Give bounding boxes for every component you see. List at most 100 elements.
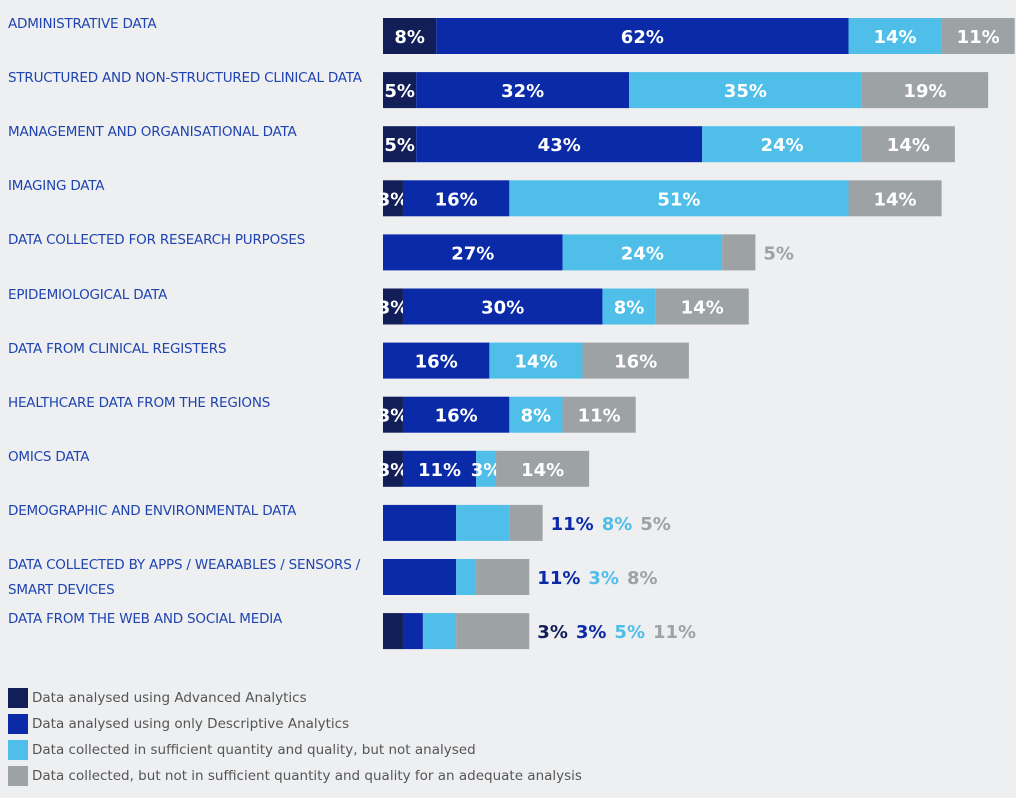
bar-segment [383,450,403,487]
bar-segment [383,18,437,54]
category-label: IMAGING DATA [8,178,105,195]
bar-segment [383,396,403,433]
bar-segment [383,559,457,595]
legend-label: Data analysed using only Descriptive Ana… [32,716,350,732]
value-label: 30% [481,298,524,319]
bar-segment [383,342,490,379]
bar-segment [702,126,862,163]
category-label: DATA FROM CLINICAL REGISTERS [8,340,227,357]
value-label: 24% [621,243,664,264]
value-label: 5% [614,622,645,643]
value-label: 3% [378,460,409,481]
bar-segment [383,234,563,271]
value-label: 11% [551,514,594,535]
bar-segment [489,342,583,379]
bar-segment [456,613,530,650]
value-label: 32% [501,81,544,102]
bar-segment [456,504,510,541]
bar-segment [436,18,849,54]
legend-label: Data collected in sufficient quantity an… [32,742,476,758]
legend-label: Data collected, but not in sufficient qu… [32,768,582,784]
value-label: 3% [471,460,502,481]
bar-segment [383,613,403,650]
bar-segment [402,450,477,487]
bar-segment [383,72,417,109]
bar-segment [476,450,497,487]
value-label: 3% [576,622,607,643]
category-label: DATA FROM THE WEB AND SOCIAL MEDIA [8,611,283,628]
value-label: 14% [874,189,917,210]
value-label: 19% [903,81,946,102]
legend-label: Data analysed using Advanced Analytics [32,690,307,706]
value-label: 27% [451,243,494,264]
bar-segment [383,126,417,163]
value-label: 8% [627,568,658,589]
legend-swatch [8,714,28,734]
bar-segment [629,72,862,109]
value-label: 3% [537,622,568,643]
value-label: 16% [435,406,478,427]
bar-segment [402,180,510,217]
legend-item: Data analysed using only Descriptive Ana… [8,714,349,734]
value-label: 62% [621,27,664,48]
value-label: 14% [681,298,724,319]
category-label: DEMOGRAPHIC AND ENVIRONMENTAL DATA [8,502,297,519]
bar-segment [848,18,942,54]
bar-segment [582,342,689,379]
bar-segment [941,18,1015,54]
value-label: 14% [514,352,557,373]
value-label: 5% [384,135,415,156]
value-label: 16% [415,352,458,373]
bar-segment [602,288,656,325]
bar-segment [383,180,403,217]
value-label: 5% [640,514,671,535]
value-label: 11% [653,622,696,643]
legend-item: Data collected in sufficient quantity an… [8,740,476,760]
bar-segment [496,450,590,487]
value-label: 8% [602,514,633,535]
value-label: 8% [521,406,552,427]
value-label: 3% [378,189,409,210]
value-label: 5% [763,243,794,264]
bar-segment [402,613,423,650]
bar-segment [476,559,530,595]
legend-item: Data collected, but not in sufficient qu… [8,766,582,786]
bar-segment [416,72,630,109]
category-label: STRUCTURED AND NON-STRUCTURED CLINICAL D… [8,70,362,87]
value-label: 11% [578,406,621,427]
category-label: DATA COLLECTED BY APPS / WEARABLES / SEN… [8,557,361,598]
value-label: 24% [760,135,803,156]
value-label: 16% [435,189,478,210]
bar-segment [722,234,756,271]
value-label: 8% [614,298,645,319]
value-label: 51% [657,189,700,210]
bar-segment [861,126,955,163]
value-label: 11% [418,460,461,481]
bar-segment [402,288,603,325]
value-label: 35% [724,81,767,102]
bar-segment [655,288,749,325]
bar-segment [456,559,477,595]
value-label: 3% [378,406,409,427]
bar-segment [416,126,703,163]
bar-segment [383,504,457,541]
bar-segment [509,396,563,433]
bar-segment [402,396,510,433]
value-label: 8% [394,27,425,48]
value-label: 16% [614,352,657,373]
value-label: 14% [887,135,930,156]
legend-swatch [8,740,28,760]
category-label: HEALTHCARE DATA FROM THE REGIONS [8,394,271,411]
category-label: ADMINISTRATIVE DATA [8,16,157,32]
value-label: 11% [957,27,1000,48]
bar-segment [509,180,849,217]
bar-segment [848,180,942,217]
bar-segment [562,234,723,271]
bar-segment [383,288,403,325]
value-label: 3% [378,298,409,319]
value-label: 11% [537,568,580,589]
value-label: 14% [874,27,917,48]
value-label: 3% [588,568,619,589]
category-label: EPIDEMIOLOGICAL DATA [8,286,168,303]
